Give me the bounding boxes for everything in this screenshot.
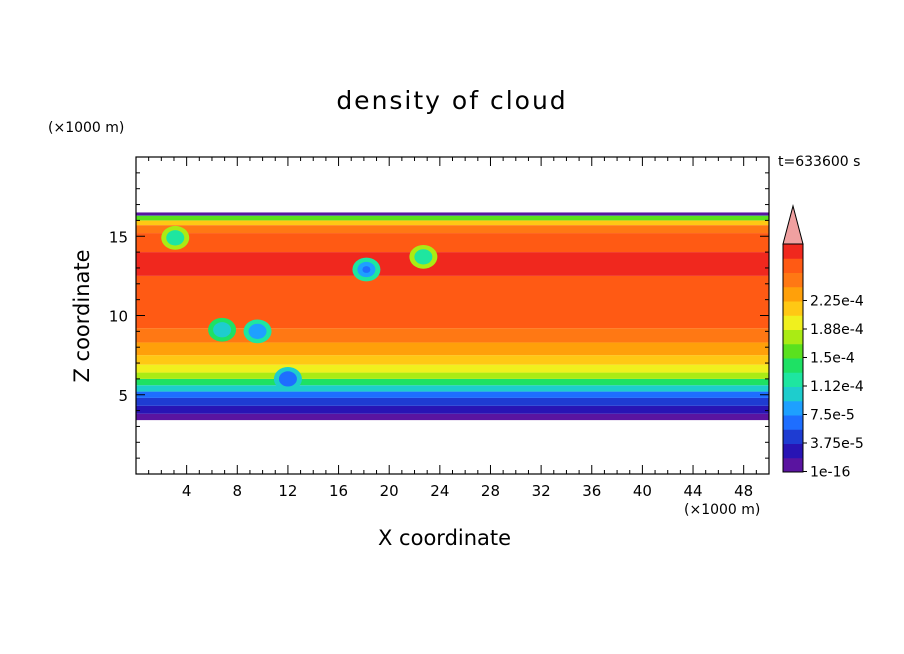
colorbar-swatch [783,443,803,459]
colorbar-swatch [783,358,803,373]
vortex-contour [166,230,185,246]
density-band [136,391,769,398]
vortex-contour [213,322,232,338]
density-band [136,328,769,343]
x-tick-label: 16 [329,482,348,500]
density-band [136,215,769,221]
x-tick-label: 24 [430,482,449,500]
vortex-contour [278,371,297,387]
colorbar: 2.25e-4 1.88e-4 1.5e-4 1.12e-4 7.5e-5 3.75e-5… [782,204,864,481]
density-band [136,372,769,379]
colorbar-label: 1.88e-4 [810,322,864,338]
y-tick-label: 5 [118,387,128,405]
density-band [136,275,769,329]
colorbar-swatch [783,286,803,302]
x-tick-label: 8 [233,482,243,500]
x-axis-label: X coordinate [378,526,512,550]
colorbar-swatch [783,400,803,416]
colorbar-swatch [783,372,803,387]
colorbar-swatch [783,315,803,330]
x-tick-label: 28 [481,482,500,500]
density-band [136,252,769,276]
density-band [136,342,769,356]
x-tick-label: 36 [582,482,601,500]
x-tick-label: 12 [278,482,297,500]
colorbar-label: 1.12e-4 [810,379,864,395]
vortex-contour [362,266,371,273]
colorbar-label: 7.5e-5 [810,408,855,424]
colorbar-label: 3.75e-5 [810,436,864,452]
density-band [136,397,769,406]
time-label: t=633600 s [778,154,861,170]
x-axis-units: (×1000 m) [684,502,761,518]
vortex-contour [248,323,267,339]
chart-title: density of cloud [336,86,568,115]
density-band [136,355,769,365]
density-field [136,212,769,421]
colorbar-label: 1.5e-4 [810,351,855,367]
density-band [136,385,769,392]
density-band [136,405,769,414]
colorbar-swatch [783,329,803,345]
density-band [136,378,769,386]
x-tick-label: 32 [532,482,551,500]
colorbar-swatch [783,244,803,259]
colorbar-swatch [783,301,803,316]
x-tick-label: 20 [380,482,399,500]
colorbar-swatch [783,272,803,288]
density-band [136,413,769,421]
y-tick-label: 10 [109,308,128,326]
x-tick-label: 4 [182,482,192,500]
colorbar-label: 2.25e-4 [810,294,864,310]
colorbar-swatch [783,386,803,402]
y-axis-units: (×1000 m) [48,120,125,136]
density-band [136,220,769,226]
x-tick-label: 44 [683,482,702,500]
density-band [136,364,769,373]
density-band [136,233,769,253]
colorbar-swatch [783,457,803,473]
cloud-top-edge [136,212,769,216]
x-tick-label: 40 [633,482,652,500]
colorbar-swatch [783,415,803,430]
colorbar-swatch [783,343,803,359]
colorbar-swatch [783,429,803,444]
vortex-contour [414,249,433,265]
x-tick-label: 48 [734,482,753,500]
y-tick-label: 15 [109,228,128,246]
colorbar-swatch [783,258,803,273]
colorbar-overflow-triangle [782,204,804,245]
density-band [136,225,769,234]
colorbar-label: 1e-16 [810,465,850,481]
